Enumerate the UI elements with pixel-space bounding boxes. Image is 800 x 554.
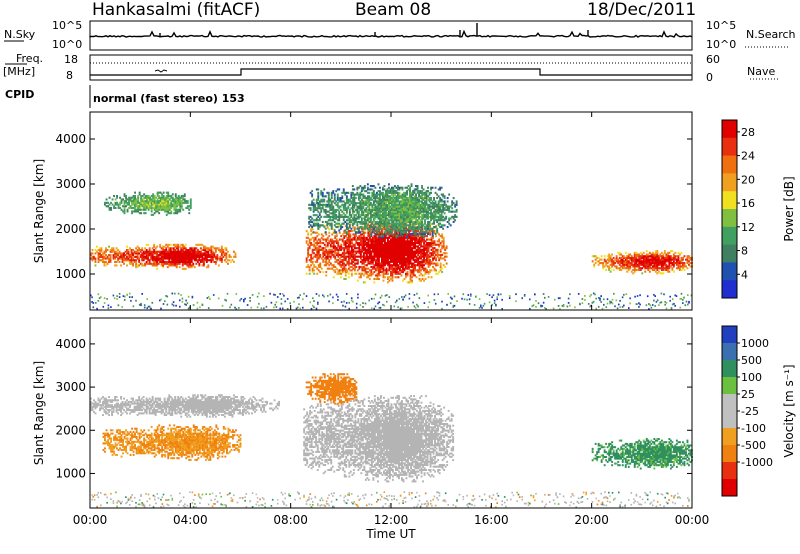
power-colorbar-swatch-6: [722, 226, 737, 246]
velocity-colorbar-swatch-6: [722, 428, 737, 446]
nave-label: Nave: [747, 65, 776, 78]
velocity-ytick-label-2: 3000: [55, 380, 86, 394]
power-colorbar-label-0: 4: [741, 268, 748, 281]
velocity-colorbar-label-2: 100: [741, 371, 762, 384]
velocity-feature-4: [591, 438, 693, 470]
nsearch-label: N.Search: [746, 28, 796, 41]
nave-tick-bottom: 0: [706, 71, 713, 84]
power-ytick-label-3: 4000: [55, 132, 86, 146]
nsky-label: N.Sky: [4, 28, 36, 41]
velocity-ytick-label-1: 2000: [55, 423, 86, 437]
velocity-colorbar: 1000 500 100 25 -25 -100 -500 -1000 Velocity [m …: [721, 325, 796, 497]
velocity-colorbar-label-7: -1000: [741, 456, 773, 469]
velocity-colorbar-swatch-9: [722, 479, 737, 497]
power-feature-1: [104, 191, 192, 216]
velocity-colorbar-label-0: 1000: [741, 337, 769, 350]
velocity-colorbar-swatch-1: [722, 343, 737, 361]
velocity-colorbar-label-1: 500: [741, 354, 762, 367]
nsky-tick-bottom: 10^0: [52, 38, 83, 51]
velocity-feature-2: [303, 395, 455, 483]
velocity-colorbar-label-4: -25: [741, 405, 759, 418]
xtick-label-0: 00:00: [73, 513, 108, 527]
velocity-feature-1: [90, 394, 280, 418]
velocity-feature-0: [102, 424, 242, 461]
velocity-colorbar-swatch-7: [722, 445, 737, 463]
power-colorbar-label-6: 28: [741, 126, 755, 139]
power-near-range-clutter: [90, 292, 693, 310]
power-colorbar-title: Power [dB]: [782, 176, 796, 241]
freq-tick-bottom: 8: [66, 69, 73, 82]
power-colorbar-label-5: 24: [741, 150, 755, 163]
cpid-value: normal (fast stereo) 153: [93, 92, 245, 105]
velocity-cells: [90, 373, 693, 508]
power-colorbar-label-3: 16: [741, 197, 755, 210]
power-ytick-label-0: 1000: [55, 267, 86, 281]
xtick-label-1: 04:00: [173, 513, 208, 527]
power-cells: [90, 183, 693, 310]
power-ytick-label-2: 3000: [55, 177, 86, 191]
date-title: 18/Dec/2011: [587, 0, 697, 20]
velocity-colorbar-label-3: 25: [741, 388, 755, 401]
power-heatmap: 1000 2000 3000 4000 Slant Range [km] 4 8 12 16 20…: [32, 111, 796, 311]
power-colorbar-swatch-4: [722, 191, 737, 210]
xtick-label-5: 20:00: [574, 513, 609, 527]
velocity-ytick-label-3: 4000: [55, 337, 86, 351]
xtick-label-2: 08:00: [273, 513, 308, 527]
power-colorbar: 4 8 12 16 20 24 28 Power [dB]: [721, 119, 796, 299]
velocity-feature-3: [305, 373, 358, 405]
power-feature-3: [308, 183, 458, 239]
power-colorbar-label-2: 12: [741, 221, 755, 234]
power-colorbar-swatch-0: [722, 120, 737, 139]
freq-blip: [154, 69, 168, 73]
beam-title: Beam 08: [355, 0, 432, 20]
nave-tick-top: 60: [706, 53, 720, 66]
power-colorbar-frame: [721, 119, 738, 299]
velocity-colorbar-swatch-3: [722, 377, 737, 395]
velocity-near-range-clutter: [91, 491, 690, 508]
velocity-heatmap: 1000 2000 3000 4000 00:00 04:00 08:00 12:00 16:0…: [32, 317, 796, 541]
xlabel: Time UT: [365, 527, 416, 541]
velocity-ylabel: Slant Range [km]: [32, 361, 46, 465]
power-feature-4: [591, 250, 693, 275]
velocity-colorbar-label-6: -500: [741, 439, 766, 452]
nsky-tick-top: 10^5: [52, 19, 83, 32]
power-ytick-label-1: 2000: [55, 222, 86, 236]
velocity-colorbar-swatch-8: [722, 462, 737, 480]
freq-label: Freq.: [16, 52, 44, 65]
power-ylabel: Slant Range [km]: [32, 159, 46, 263]
velocity-colorbar-title: Velocity [m s⁻¹]: [782, 364, 796, 457]
power-colorbar-label-1: 8: [741, 245, 748, 258]
xtick-label-6: 00:00: [675, 513, 710, 527]
power-colorbar-swatch-5: [722, 209, 737, 228]
nsearch-tick-top: 10^5: [706, 19, 737, 32]
power-colorbar-swatch-3: [722, 173, 737, 192]
velocity-colorbar-label-5: -100: [741, 422, 766, 435]
freq-tick-top: 18: [64, 53, 78, 66]
freq-unit: [MHz]: [3, 65, 36, 78]
velocity-colorbar-swatch-2: [722, 360, 737, 378]
power-colorbar-swatch-7: [722, 244, 737, 263]
cpid-label: CPID: [5, 88, 35, 101]
xtick-label-3: 12:00: [374, 513, 409, 527]
power-colorbar-swatch-8: [722, 262, 737, 281]
power-feature-0: [90, 243, 237, 270]
station-title: Hankasalmi (fitACF): [92, 0, 261, 20]
power-colorbar-swatch-9: [722, 280, 737, 299]
power-colorbar-label-4: 20: [741, 173, 755, 186]
velocity-colorbar-swatch-5: [722, 411, 737, 429]
xtick-label-4: 16:00: [474, 513, 509, 527]
freq-panel-frame: [89, 54, 693, 81]
power-colorbar-swatch-1: [722, 137, 737, 157]
nsearch-tick-bottom: 10^0: [706, 38, 737, 51]
velocity-colorbar-swatch-4: [722, 394, 737, 412]
velocity-ytick-label-0: 1000: [55, 466, 86, 480]
nsky-panel-frame: [89, 20, 693, 51]
power-colorbar-swatch-2: [722, 155, 737, 174]
velocity-colorbar-swatch-0: [722, 326, 737, 344]
nsky-series: [89, 29, 693, 38]
freq-series: [90, 68, 692, 76]
